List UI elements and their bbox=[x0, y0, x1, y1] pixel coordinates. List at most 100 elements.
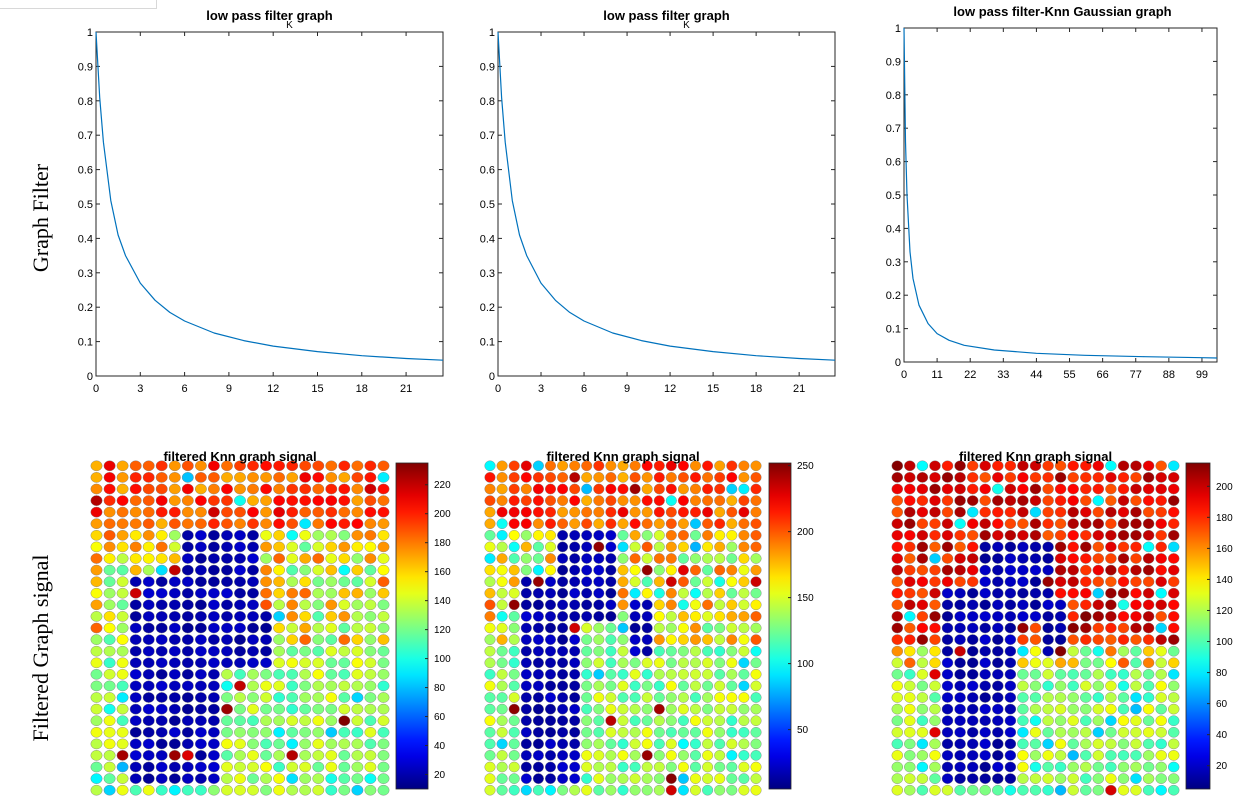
signal-node bbox=[181, 680, 194, 692]
signal-node bbox=[954, 495, 966, 506]
signal-node bbox=[967, 727, 979, 738]
signal-node bbox=[677, 472, 689, 483]
y-tick-label: 0.8 bbox=[78, 96, 93, 108]
signal-node bbox=[1029, 703, 1042, 715]
y-tick-label: 0 bbox=[87, 371, 93, 383]
signal-node bbox=[116, 622, 129, 634]
signal-node bbox=[508, 750, 520, 761]
signal-node bbox=[312, 784, 325, 796]
signal-node bbox=[593, 727, 605, 738]
signal-node bbox=[1155, 715, 1167, 727]
signal-node bbox=[617, 506, 629, 518]
signal-node bbox=[1054, 599, 1067, 611]
signal-node bbox=[738, 680, 750, 692]
signal-node bbox=[103, 738, 116, 750]
signal-node bbox=[1067, 622, 1079, 634]
signal-node bbox=[299, 587, 312, 599]
signal-node bbox=[1130, 669, 1142, 680]
signal-node bbox=[569, 483, 581, 495]
signal-node bbox=[581, 669, 593, 680]
signal-node bbox=[726, 599, 738, 611]
signal-node bbox=[557, 483, 569, 495]
signal-node bbox=[967, 669, 979, 680]
signal-node bbox=[155, 611, 168, 622]
signal-node bbox=[665, 750, 677, 761]
signal-node bbox=[1105, 645, 1117, 657]
signal-node bbox=[1092, 576, 1105, 588]
signal-node bbox=[1142, 530, 1155, 541]
signal-node bbox=[194, 669, 207, 680]
signal-node bbox=[103, 622, 116, 634]
signal-node bbox=[992, 738, 1004, 750]
signal-node bbox=[750, 715, 762, 727]
signal-node bbox=[194, 784, 207, 796]
signal-node bbox=[714, 634, 726, 645]
signal-node bbox=[1092, 472, 1105, 483]
signal-node bbox=[677, 727, 689, 738]
signal-node bbox=[90, 460, 103, 472]
signal-node bbox=[377, 611, 390, 622]
signal-node bbox=[690, 541, 702, 553]
signal-node bbox=[992, 506, 1004, 518]
signal-node bbox=[508, 773, 520, 784]
signal-node bbox=[979, 703, 991, 715]
signal-node bbox=[569, 599, 581, 611]
signal-node bbox=[496, 761, 508, 773]
y-tick-label: 0.1 bbox=[480, 337, 495, 349]
signal-node bbox=[129, 645, 142, 657]
signal-node bbox=[1155, 692, 1167, 703]
signal-node bbox=[351, 587, 364, 599]
signal-node bbox=[1080, 692, 1092, 703]
signal-node bbox=[545, 669, 557, 680]
signal-node bbox=[312, 715, 325, 727]
signal-node bbox=[1029, 715, 1042, 727]
signal-node bbox=[1017, 750, 1029, 761]
signal-node bbox=[1004, 541, 1017, 553]
signal-node bbox=[142, 703, 155, 715]
signal-node bbox=[1117, 657, 1130, 669]
signal-node bbox=[738, 727, 750, 738]
signal-node bbox=[1067, 715, 1079, 727]
signal-node bbox=[1042, 495, 1054, 506]
colorbar-tick-label: 50 bbox=[797, 725, 809, 736]
signal-node bbox=[221, 587, 233, 599]
signal-node bbox=[750, 727, 762, 738]
signal-node bbox=[273, 483, 285, 495]
signal-node bbox=[629, 530, 641, 541]
signal-node bbox=[992, 773, 1004, 784]
signal-node bbox=[979, 483, 991, 495]
signal-node bbox=[665, 680, 677, 692]
signal-node bbox=[520, 472, 532, 483]
signal-node bbox=[520, 460, 532, 472]
signal-node bbox=[929, 784, 941, 796]
signal-node bbox=[941, 657, 954, 669]
signal-node bbox=[1130, 622, 1142, 634]
signal-node bbox=[1142, 784, 1155, 796]
signal-node bbox=[484, 495, 496, 506]
signal-node bbox=[726, 669, 738, 680]
signal-node bbox=[1054, 703, 1067, 715]
signal-node bbox=[181, 530, 194, 541]
signal-node bbox=[508, 611, 520, 622]
signal-node bbox=[1054, 553, 1067, 564]
signal-node bbox=[338, 599, 351, 611]
signal-node bbox=[221, 634, 233, 645]
signal-node bbox=[1092, 460, 1105, 472]
signal-node bbox=[1167, 587, 1180, 599]
signal-node bbox=[979, 576, 991, 588]
signal-node bbox=[891, 692, 903, 703]
signal-node bbox=[665, 645, 677, 657]
signal-node bbox=[496, 669, 508, 680]
signal-node bbox=[312, 622, 325, 634]
signal-node bbox=[377, 541, 390, 553]
signal-node bbox=[520, 750, 532, 761]
signal-node bbox=[260, 645, 272, 657]
signal-node bbox=[103, 692, 116, 703]
signal-node bbox=[690, 645, 702, 657]
signal-node bbox=[1017, 495, 1029, 506]
signal-node bbox=[1155, 645, 1167, 657]
signal-node bbox=[168, 611, 181, 622]
signal-node bbox=[726, 460, 738, 472]
signal-node bbox=[605, 518, 617, 530]
signal-node bbox=[1042, 680, 1054, 692]
